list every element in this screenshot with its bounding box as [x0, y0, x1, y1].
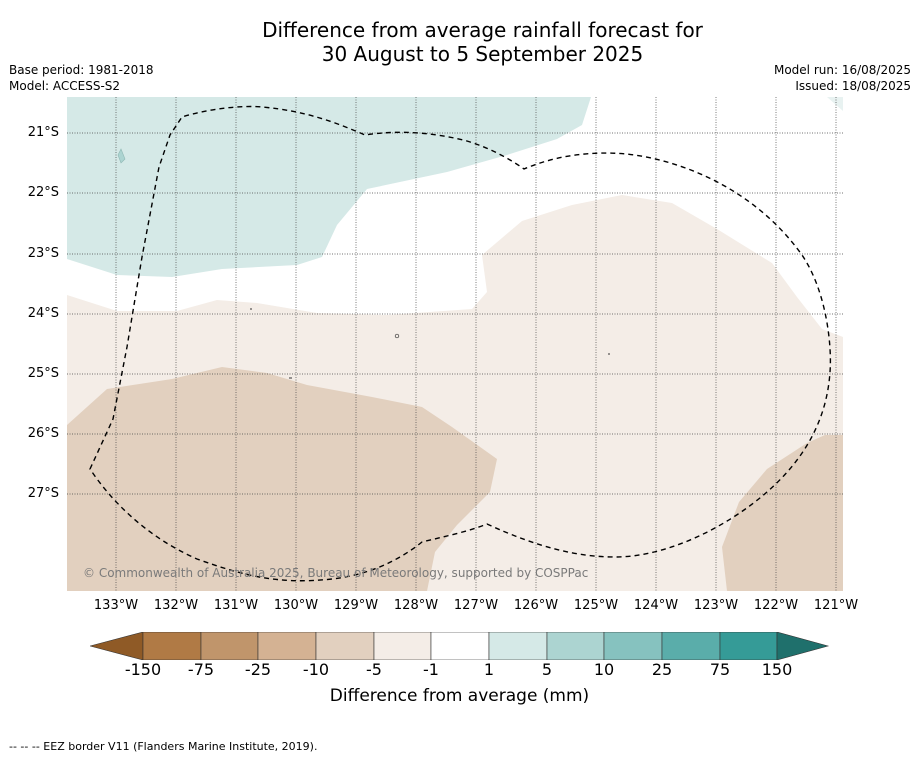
lon-label-123w: 123°W: [693, 598, 739, 613]
colorbar-low-arrow: [90, 632, 144, 660]
lat-label-23s: 23°S: [27, 246, 59, 261]
title-line-1: Difference from average rainfall forecas…: [262, 18, 703, 42]
lat-label-24s: 24°S: [27, 306, 59, 321]
colorbar-label: 10: [593, 660, 615, 679]
colorbar-label: -150: [124, 660, 162, 679]
colorbar-title: Difference from average (mm): [329, 686, 590, 706]
colorbar-segment: [200, 632, 259, 660]
colorbar-segment: [488, 632, 548, 660]
lon-label-126w: 126°W: [513, 598, 559, 613]
colorbar-label: 150: [761, 660, 793, 679]
colorbar-segment: [546, 632, 605, 660]
wet-spot: [117, 148, 126, 164]
colorbar-segment: [719, 632, 778, 660]
eez-legend-note: -- -- -- EEZ border V11 (Flanders Marine…: [9, 740, 318, 753]
colorbar-label: 75: [709, 660, 731, 679]
colorbar-high-arrow: [776, 632, 830, 660]
colorbar-label: -75: [187, 660, 215, 679]
small-contour-dot: [394, 333, 400, 339]
lat-label-26s: 26°S: [27, 426, 59, 441]
colorbar-label: -10: [302, 660, 330, 679]
eez-border: [89, 105, 832, 582]
colorbar: [90, 632, 830, 660]
chart-title: Difference from average rainfall forecas…: [0, 18, 919, 66]
lon-label-130w: 130°W: [273, 598, 319, 613]
run-info: Model run: 16/08/2025 Issued: 18/08/2025: [774, 62, 911, 94]
lon-label-121w: 121°W: [813, 598, 859, 613]
issued-date: Issued: 18/08/2025: [795, 79, 911, 93]
lat-label-27s: 27°S: [27, 486, 59, 501]
lat-label-22s: 22°S: [27, 185, 59, 200]
colorbar-label: -25: [244, 660, 272, 679]
lon-label-132w: 132°W: [153, 598, 199, 613]
model-run: Model run: 16/08/2025: [773, 63, 911, 77]
colorbar-label: 25: [651, 660, 673, 679]
lon-label-131w: 131°W: [213, 598, 259, 613]
title-line-2: 30 August to 5 September 2025: [321, 42, 644, 66]
lon-label-127w: 127°W: [453, 598, 499, 613]
lon-label-124w: 124°W: [633, 598, 679, 613]
colorbar-segment: [373, 632, 432, 660]
colorbar-segment: [142, 632, 202, 660]
dry-medium-region-left: [67, 367, 497, 591]
gridlines: [67, 97, 843, 591]
wet-anomaly-region: [67, 97, 591, 277]
dry-medium-region-right: [722, 435, 843, 591]
lat-label-25s: 25°S: [27, 366, 59, 381]
colorbar-label: -1: [423, 660, 439, 679]
colorbar-segment: [257, 632, 317, 660]
colorbar-segment: [315, 632, 375, 660]
lon-label-125w: 125°W: [573, 598, 619, 613]
colorbar-label: 1: [483, 660, 495, 679]
colorbar-segment: [661, 632, 721, 660]
base-info: Base period: 1981-2018 Model: ACCESS-S2: [9, 62, 154, 94]
copyright-notice: © Commonwealth of Australia 2025, Bureau…: [83, 566, 589, 580]
lat-label-21s: 21°S: [27, 125, 59, 140]
colorbar-segment: [430, 632, 490, 660]
lon-label-122w: 122°W: [753, 598, 799, 613]
rainfall-map: [67, 97, 843, 591]
lon-label-128w: 128°W: [393, 598, 439, 613]
colorbar-segment: [603, 632, 663, 660]
colorbar-label: -5: [366, 660, 382, 679]
wet-corner: [827, 97, 843, 111]
base-period: Base period: 1981-2018: [9, 63, 154, 77]
model-name: Model: ACCESS-S2: [9, 79, 121, 93]
lon-label-133w: 133°W: [93, 598, 139, 613]
lon-label-129w: 129°W: [333, 598, 379, 613]
colorbar-label: 5: [541, 660, 553, 679]
